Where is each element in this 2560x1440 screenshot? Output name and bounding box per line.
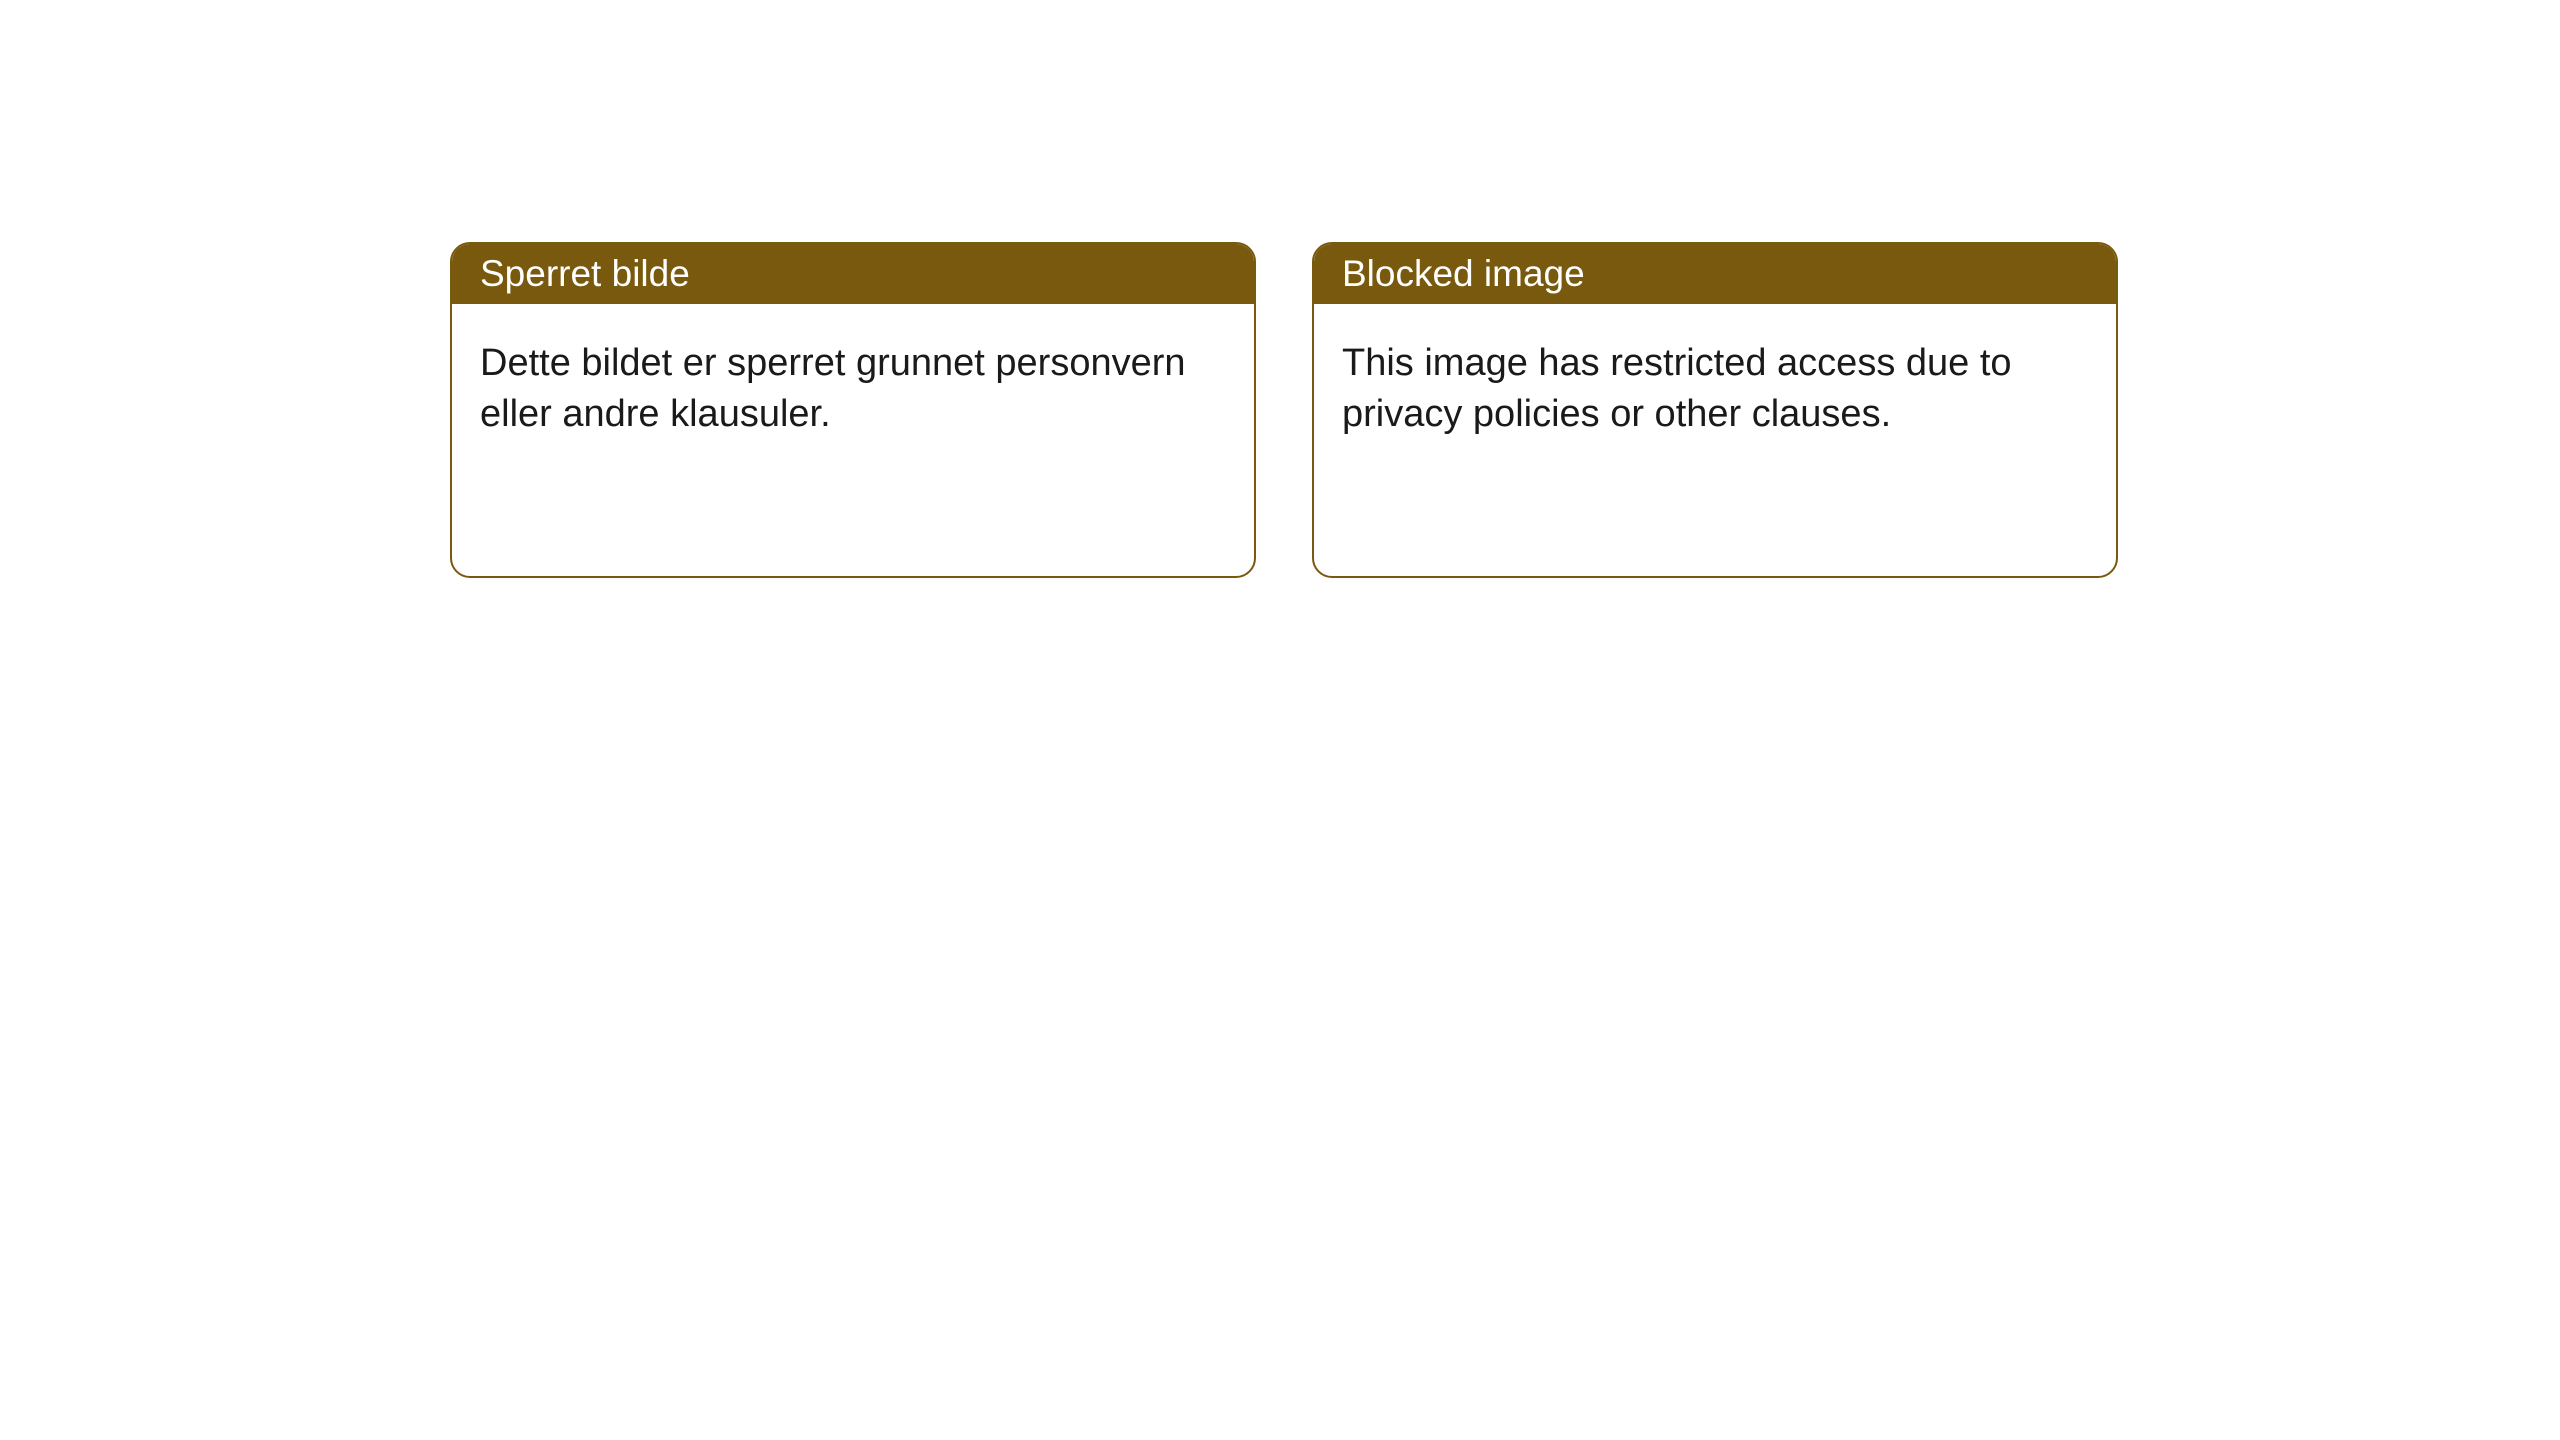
notice-title: Blocked image	[1342, 253, 1585, 295]
notice-card-english: Blocked image This image has restricted …	[1312, 242, 2118, 578]
notice-body: This image has restricted access due to …	[1314, 304, 2116, 475]
notice-title: Sperret bilde	[480, 253, 690, 295]
notice-message: This image has restricted access due to …	[1342, 338, 2088, 441]
notice-header: Sperret bilde	[452, 244, 1254, 304]
notice-body: Dette bildet er sperret grunnet personve…	[452, 304, 1254, 475]
notice-card-norwegian: Sperret bilde Dette bildet er sperret gr…	[450, 242, 1256, 578]
notice-container: Sperret bilde Dette bildet er sperret gr…	[450, 242, 2118, 578]
notice-header: Blocked image	[1314, 244, 2116, 304]
notice-message: Dette bildet er sperret grunnet personve…	[480, 338, 1226, 441]
